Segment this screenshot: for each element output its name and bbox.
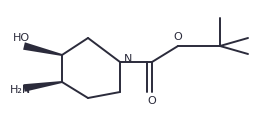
Text: H₂N: H₂N bbox=[10, 85, 31, 95]
Text: O: O bbox=[174, 32, 182, 42]
Polygon shape bbox=[23, 42, 62, 56]
Text: HO: HO bbox=[13, 33, 30, 43]
Polygon shape bbox=[23, 81, 62, 92]
Text: N: N bbox=[124, 54, 132, 64]
Text: O: O bbox=[148, 96, 156, 106]
